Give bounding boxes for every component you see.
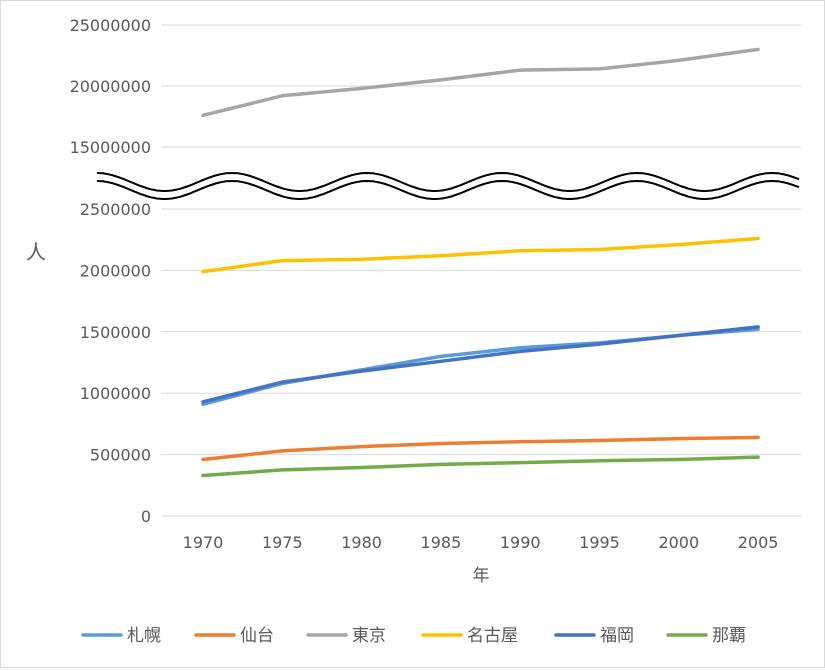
- y-tick-label: 20000000: [70, 77, 151, 96]
- series-line: [201, 435, 760, 462]
- y-tick-label: 0: [141, 507, 151, 526]
- x-tick-label: 2005: [738, 533, 779, 552]
- y-axis-ticks: 15000000 20000000 25000000 0 500000 1000000 15…: [70, 16, 151, 526]
- x-tick-label: 1990: [500, 533, 541, 552]
- legend-label: 名古屋: [467, 626, 518, 646]
- break-wave-line: [96, 179, 800, 200]
- y-tick-label: 500000: [90, 446, 151, 465]
- series-line: [201, 47, 760, 118]
- y-tick-label: 2000000: [80, 261, 151, 280]
- legend-item: 那覇: [666, 626, 746, 646]
- series-line: [201, 236, 760, 274]
- break-wave-line: [96, 171, 800, 192]
- axis-break-marker: [1, 151, 824, 206]
- y-axis-label: 人: [26, 240, 46, 264]
- legend-label: 東京: [352, 626, 386, 646]
- x-axis-ticks: 1970 1975 1980 1985 1990 1995 2000 2005: [183, 533, 779, 552]
- legend-item: 札幌: [81, 626, 161, 646]
- x-tick-label: 1995: [579, 533, 620, 552]
- series-line: [201, 325, 760, 404]
- gridlines: [161, 24, 801, 517]
- series-lines: [201, 47, 760, 478]
- legend-item: 東京: [306, 626, 386, 646]
- y-tick-label: 1000000: [80, 384, 151, 403]
- x-tick-label: 2000: [658, 533, 699, 552]
- y-tick-label: 1500000: [80, 323, 151, 342]
- legend-label: 仙台: [240, 626, 274, 646]
- x-axis-label: 年: [473, 566, 490, 586]
- y-tick-label: 2500000: [80, 200, 151, 219]
- legend-item: 福岡: [554, 626, 634, 646]
- legend-label: 札幌: [127, 626, 161, 646]
- series-line: [201, 455, 760, 478]
- legend: 札幌 仙台 東京 名古屋 福岡 那覇: [81, 626, 746, 646]
- x-tick-label: 1970: [183, 533, 224, 552]
- legend-item: 名古屋: [421, 626, 518, 646]
- x-tick-label: 1975: [262, 533, 303, 552]
- y-tick-label: 15000000: [70, 138, 151, 157]
- legend-item: 仙台: [194, 626, 274, 646]
- legend-label: 福岡: [600, 626, 634, 646]
- legend-label: 那覇: [712, 626, 746, 646]
- y-tick-label: 25000000: [70, 16, 151, 35]
- x-tick-label: 1980: [341, 533, 382, 552]
- x-tick-label: 1985: [421, 533, 462, 552]
